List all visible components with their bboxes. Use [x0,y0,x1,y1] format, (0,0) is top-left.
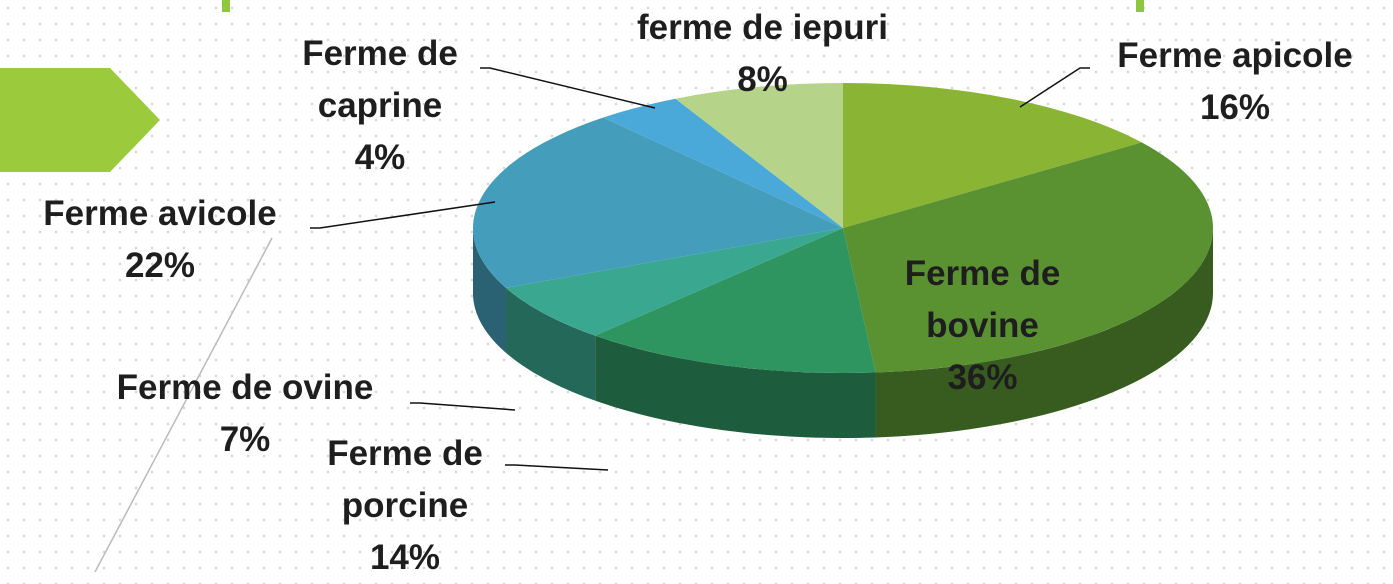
slice-name: Ferme de ovine [116,368,374,407]
slice-label: Ferme avicole 22% [0,188,320,292]
leader-line [410,402,516,411]
slice-name: Ferme de porcine [327,434,483,525]
slice-name: Ferme apicole [1117,36,1353,75]
slice-name: Ferme de bovine [904,254,1061,345]
leader-line [310,201,496,229]
slice [843,142,1213,373]
slice-value: 4% [354,138,406,177]
leader-line [505,464,609,471]
leader-lines [310,67,1090,471]
slice-name: Ferme de caprine [302,34,458,125]
slice-side [595,335,876,438]
slice [595,228,876,373]
slice-name: Ferme avicole [43,194,277,233]
slice-value: 36% [947,358,1018,397]
leader-line [1019,67,1090,108]
slice-side [506,287,596,401]
slice [472,117,843,288]
slice-label: Ferme de caprine 4% [270,28,490,184]
slice-name: ferme de iepuri [637,8,888,47]
slice-label: Ferme apicole 16% [1080,30,1390,134]
slice-value: 16% [1199,88,1271,127]
slice [675,83,843,228]
slice [843,83,1142,228]
slice-label: Ferme de bovine 36% [860,248,1105,404]
chart [0,0,1213,572]
slice [506,228,843,336]
slice-value: 7% [219,420,271,459]
slice-side [875,228,1213,438]
slice-value: 8% [737,60,788,99]
slice-label: Ferme de ovine 7% [70,362,420,466]
slice-label: Ferme de porcine 14% [290,428,520,584]
decor-arrow [0,68,160,172]
slice-value: 22% [124,246,196,285]
slice-label: ferme de iepuri 8% [590,2,935,106]
slice-side [473,228,507,353]
slice [603,98,843,229]
decor-bar [1136,0,1144,12]
slice-value: 14% [369,538,441,577]
leader-line [480,67,656,109]
decor-bar [222,0,230,12]
decor-line [94,237,273,572]
pie [472,83,1213,438]
